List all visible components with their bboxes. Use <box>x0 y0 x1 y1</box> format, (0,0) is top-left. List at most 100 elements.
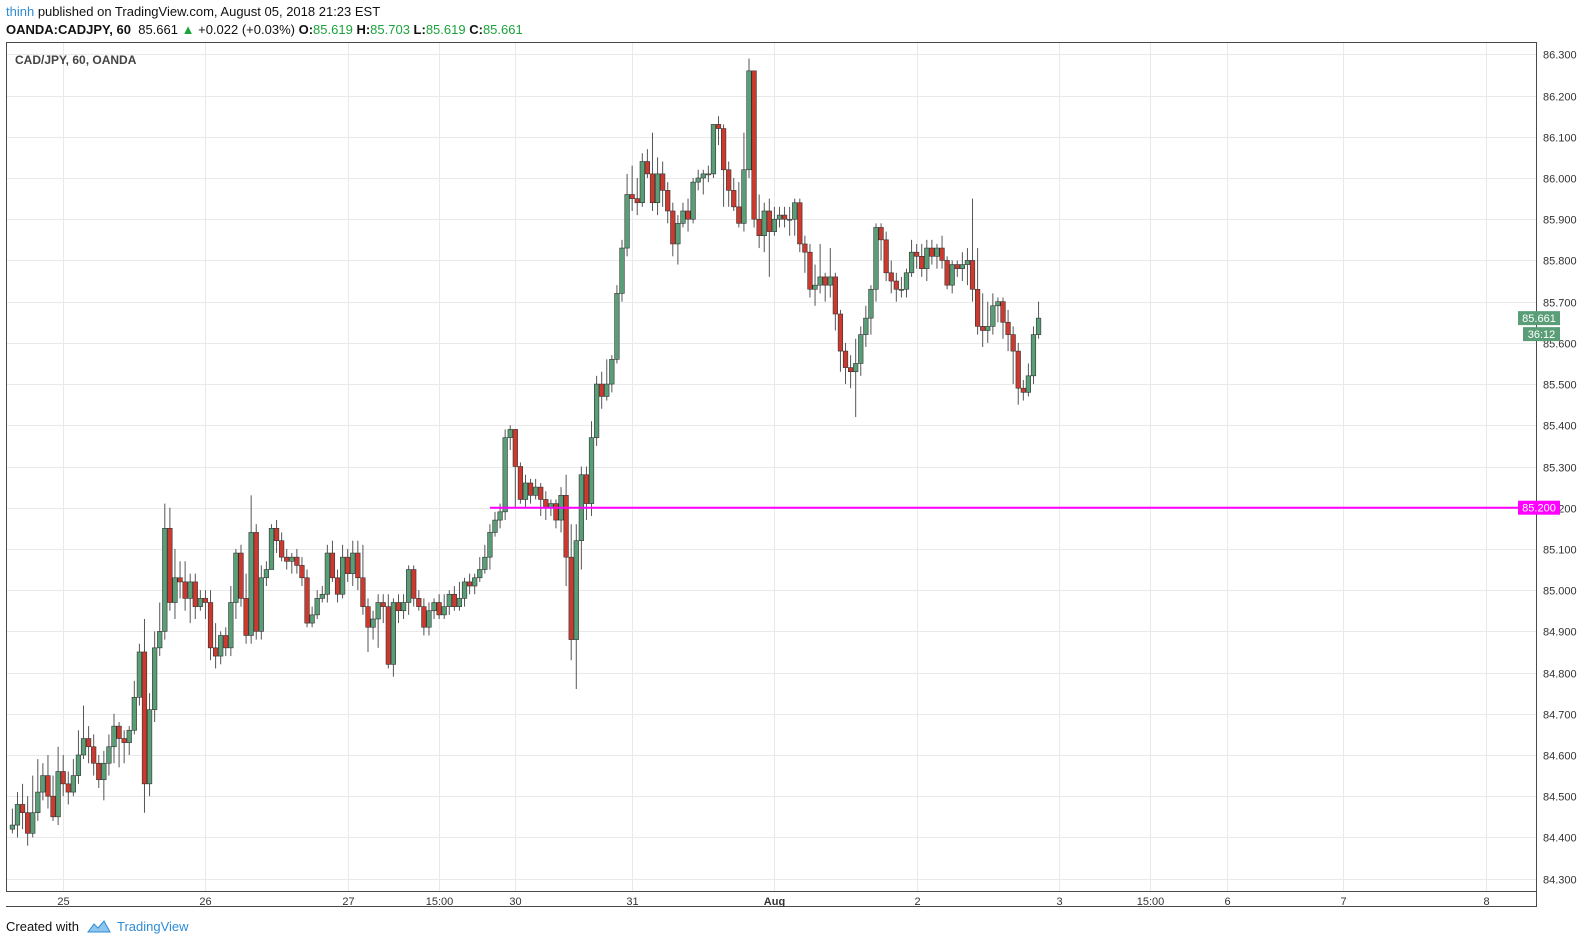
candle-down <box>944 256 950 290</box>
candle-down <box>223 627 229 657</box>
candle-up <box>406 565 412 615</box>
candle-up <box>588 421 595 516</box>
price-tick-label: 84.400 <box>1543 833 1577 845</box>
candle-body <box>1030 334 1037 377</box>
candle-up <box>700 169 706 195</box>
candle-up <box>853 338 859 418</box>
candle-down <box>141 618 148 813</box>
candle-up <box>654 157 661 216</box>
candle-body <box>45 775 51 797</box>
candle-down <box>1020 379 1026 401</box>
candle-body <box>101 762 107 781</box>
candle-body <box>309 614 315 624</box>
candle-body <box>665 190 671 212</box>
candle-body <box>517 466 523 500</box>
candle-body <box>736 206 742 224</box>
candle-down <box>436 594 442 619</box>
candle-body <box>218 635 224 657</box>
horizontal-line-85200[interactable]: 85.200 <box>489 500 1560 515</box>
candle-up <box>873 223 879 302</box>
candle-body <box>400 602 407 612</box>
open-value: 85.619 <box>313 22 353 37</box>
candle-body <box>329 552 336 579</box>
candle-body <box>533 486 539 496</box>
price-tick-label: 84.700 <box>1543 710 1577 722</box>
candle-down <box>380 594 386 624</box>
candle-down <box>284 548 290 570</box>
time-tick-label: 15:00 <box>426 896 454 907</box>
candle-body <box>680 210 686 224</box>
candlestick-chart[interactable]: CAD/JPY, 60, OANDA 86.30086.20086.10086.… <box>0 0 1589 907</box>
time-tick-label: 7 <box>1340 896 1346 907</box>
candle-up <box>771 206 777 236</box>
countdown-label: 36:12 <box>1528 329 1556 341</box>
candle-up <box>705 165 711 183</box>
candle-body <box>888 272 894 282</box>
candle-down <box>929 239 935 265</box>
candle-body <box>502 437 508 513</box>
candle-up <box>741 132 747 232</box>
candle-up <box>817 243 823 294</box>
candle-body <box>1000 301 1006 323</box>
candle-down <box>294 548 300 574</box>
candle-down <box>116 722 122 768</box>
candle-body <box>995 301 1001 307</box>
candle-body <box>314 598 320 616</box>
low-value: 85.619 <box>425 22 466 37</box>
candle-body <box>553 503 559 521</box>
tradingview-logo-icon[interactable] <box>87 919 111 933</box>
candle-body <box>766 210 772 232</box>
candle-down <box>847 355 854 389</box>
candle-up <box>964 248 971 286</box>
candle-body <box>228 602 234 649</box>
candle-up <box>477 557 483 582</box>
candle-up <box>375 594 381 648</box>
time-tick-label: 3 <box>1056 896 1062 907</box>
price-tick-label: 86.100 <box>1543 133 1577 145</box>
candle-body <box>80 738 87 756</box>
candle-down <box>1015 342 1021 405</box>
candle-up <box>690 178 696 224</box>
candle-body <box>441 606 447 616</box>
candle-down <box>797 198 803 253</box>
candle-down <box>629 165 635 211</box>
candle-body <box>411 569 417 599</box>
price-tick-label: 85.500 <box>1543 380 1577 392</box>
time-tick-label: 8 <box>1483 896 1489 907</box>
candle-body <box>116 725 122 739</box>
candle-up <box>370 610 376 640</box>
candle-up <box>487 524 493 570</box>
candle-down <box>395 594 402 624</box>
candle-body <box>263 569 270 579</box>
candle-body <box>75 754 82 776</box>
candle-up <box>339 544 346 599</box>
candle-up <box>70 759 76 797</box>
candle-up <box>30 775 36 838</box>
created-with-label: Created with <box>6 919 79 934</box>
candle-down <box>665 182 671 224</box>
author-link[interactable]: thinh <box>6 4 35 19</box>
candle-body <box>873 227 879 290</box>
tradingview-link[interactable]: TradingView <box>117 919 189 934</box>
candle-body <box>466 581 473 587</box>
candle-body <box>35 791 41 813</box>
candle-down <box>19 783 26 830</box>
candle-body <box>472 577 478 587</box>
candle-body <box>741 169 747 224</box>
candle-down <box>355 540 361 591</box>
candle-body <box>370 618 376 628</box>
last-price-labels: 85.661 36:12 <box>1518 311 1560 342</box>
candle-body <box>883 239 889 274</box>
candle-up <box>639 153 645 207</box>
candle-up <box>624 173 630 257</box>
candle-down <box>207 590 214 661</box>
candle-down <box>25 796 31 846</box>
candle-body <box>284 556 290 562</box>
candle-up <box>172 548 178 619</box>
candle-body <box>461 581 468 599</box>
candle-up <box>578 466 584 570</box>
candle-down <box>670 202 676 257</box>
candle-body <box>787 218 793 221</box>
candle-body <box>456 598 463 607</box>
candle-body <box>817 276 823 286</box>
